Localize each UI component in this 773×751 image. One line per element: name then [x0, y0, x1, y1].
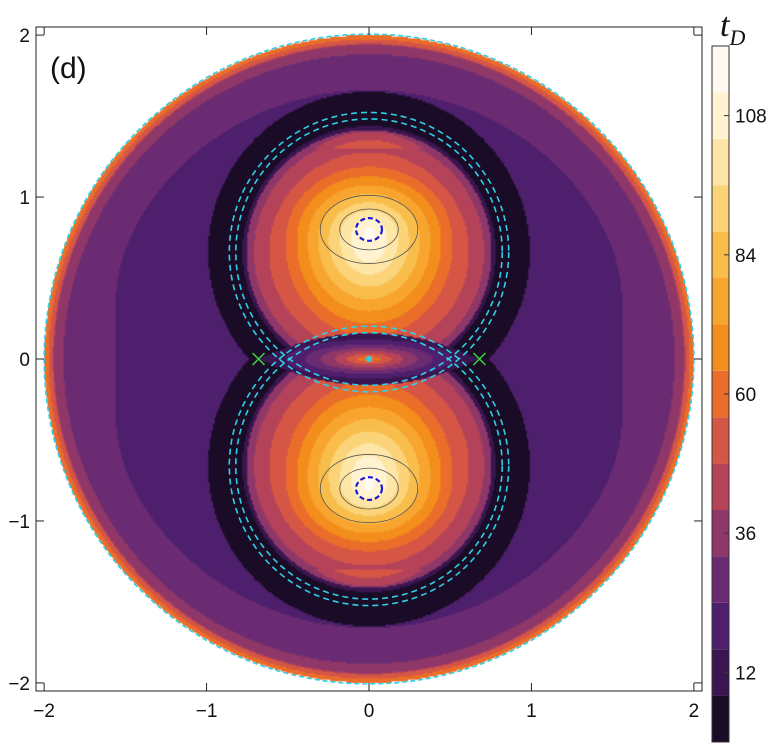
y-tick-label-2: 0 — [19, 350, 30, 371]
colorbar-band-11 — [712, 185, 729, 232]
separatrix-dashed-1-1 — [228, 325, 510, 607]
y-tick-label-3: 1 — [19, 188, 30, 209]
level-line-0-0 — [339, 208, 399, 251]
colorbar-tick-label-1: 36 — [735, 524, 756, 545]
colorbar-band-10 — [712, 231, 729, 278]
colorbar-band-12 — [712, 138, 729, 186]
colorbar-band-5 — [712, 463, 729, 510]
y-tick-label-4: 2 — [19, 26, 30, 47]
panel-label: (d) — [50, 52, 87, 85]
axes: −2−2 −1 −1 0 0 1 1 2 2 — [8, 26, 702, 722]
separatrix-dashed-1-0 — [235, 331, 503, 600]
x-point-1-b — [472, 352, 486, 366]
colorbar-band-2 — [712, 602, 729, 650]
y-tick-label-1: −1 — [8, 512, 30, 533]
colorbar-band-13 — [712, 92, 729, 139]
x-tick-label-3: 1 — [526, 701, 537, 722]
colorbar-band-7 — [712, 370, 729, 418]
y-tick-label-0: −2 — [8, 674, 30, 695]
contour-lines — [43, 33, 695, 685]
level-line-0-1 — [319, 194, 419, 264]
colorbar: 12 36 60 84 108 — [711, 45, 767, 743]
colorbar-band-3 — [712, 556, 729, 603]
colorbar-title-main: t — [720, 7, 731, 44]
colorbar-band-9 — [712, 278, 729, 325]
inner-core-line-0 — [354, 216, 384, 242]
colorbar-tick-label-2: 60 — [735, 385, 756, 406]
level-line-1-0 — [339, 467, 399, 510]
colorbar-band-14 — [712, 46, 729, 93]
colorbar-tick-label-3: 84 — [735, 246, 757, 267]
level-line-1-1 — [319, 454, 419, 524]
colorbar-tick-label-4: 108 — [735, 107, 767, 128]
separatrix-dashed-0-0 — [235, 118, 503, 387]
x-tick-label-2: 0 — [364, 701, 375, 722]
colorbar-band-1 — [712, 649, 729, 696]
center-point — [366, 356, 372, 362]
inner-core-line-1 — [354, 476, 384, 502]
x-point-0-b — [252, 352, 266, 366]
colorbar-title: tD — [720, 7, 745, 50]
x-tick-label-1: −1 — [196, 701, 218, 722]
x-tick-label-0: −2 — [33, 701, 55, 722]
separatrix-dashed-0-1 — [228, 111, 510, 393]
colorbar-band-8 — [712, 324, 729, 371]
colorbar-title-subscript: D — [728, 25, 745, 50]
colorbar-band-6 — [712, 417, 729, 464]
x-tick-label-4: 2 — [689, 701, 700, 722]
colorbar-band-4 — [712, 510, 729, 557]
colorbar-tick-label-0: 12 — [735, 663, 756, 684]
colorbar-band-0 — [712, 695, 729, 742]
